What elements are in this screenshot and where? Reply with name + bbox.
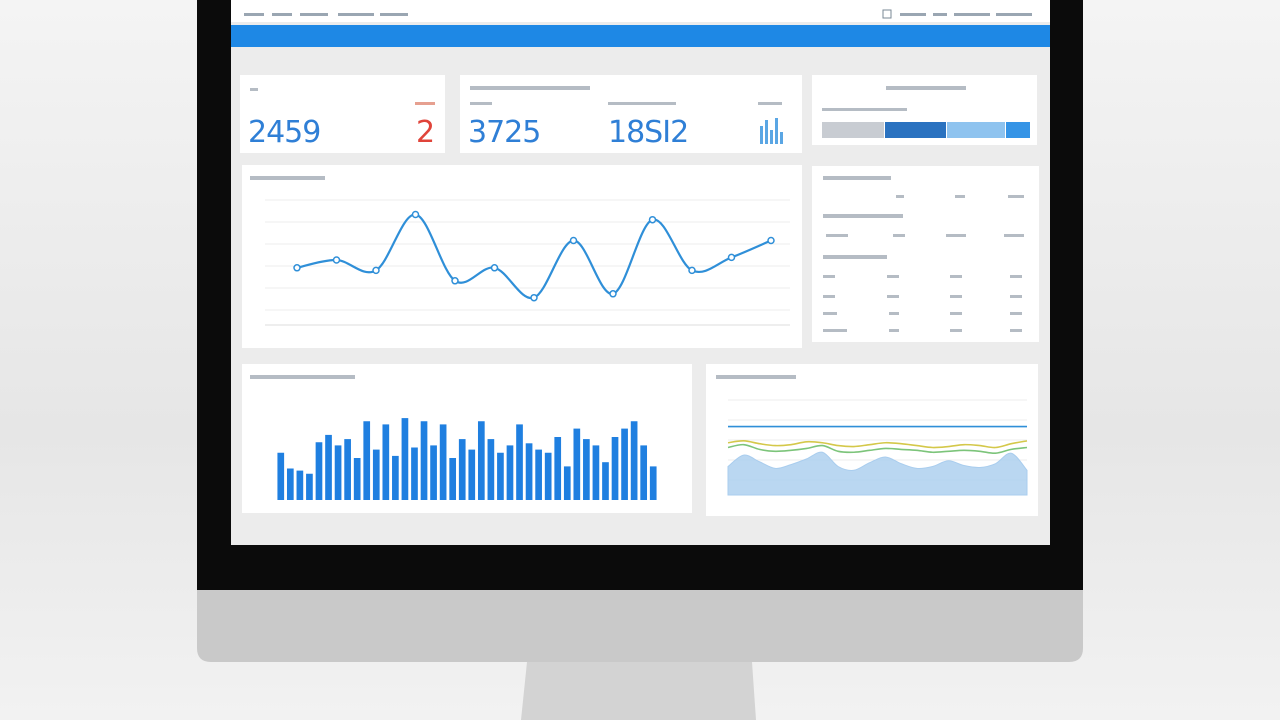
- point: [451, 277, 459, 285]
- bar: [392, 455, 399, 500]
- bar: [573, 428, 581, 500]
- bar: [477, 421, 485, 500]
- bar: [315, 442, 323, 500]
- label-smudges: [250, 86, 1024, 379]
- line: [727, 443, 1028, 455]
- bar: [640, 445, 648, 500]
- point: [490, 264, 499, 272]
- point: [648, 215, 657, 224]
- line: [727, 440, 1028, 449]
- bar: [411, 447, 418, 500]
- kpi-value: 18SI2: [608, 115, 688, 150]
- area: [727, 451, 1028, 496]
- stand: [521, 662, 756, 720]
- bar: [468, 449, 476, 500]
- kpi-value: 2: [416, 115, 434, 150]
- bar: [286, 468, 294, 500]
- bar: [649, 466, 657, 500]
- nav-items: [244, 9, 1032, 19]
- point: [530, 293, 538, 302]
- bar: [621, 428, 628, 500]
- blue-bar: [231, 25, 1050, 47]
- kpi-value: 3725: [468, 115, 540, 150]
- bar: [592, 445, 600, 500]
- bar: [401, 418, 409, 500]
- bar: [430, 445, 437, 500]
- bar: [525, 443, 533, 500]
- bar: [497, 452, 504, 500]
- top-nav: [231, 0, 1050, 22]
- grid: [265, 199, 1027, 496]
- bar: [449, 458, 457, 500]
- bar: [277, 452, 285, 500]
- bar: [353, 458, 361, 500]
- bar: [344, 439, 351, 500]
- bar: [334, 445, 342, 500]
- point: [372, 266, 380, 275]
- bar: [506, 445, 514, 500]
- bar: [516, 424, 523, 500]
- kpi-value: 2459: [248, 115, 320, 150]
- point: [293, 264, 301, 272]
- bar: [296, 470, 304, 500]
- bar: [535, 449, 542, 500]
- mini-bars: [760, 118, 783, 144]
- bar: [563, 466, 571, 500]
- bar: [363, 421, 371, 500]
- point: [727, 253, 736, 262]
- point: [569, 236, 578, 245]
- bar: [439, 424, 447, 500]
- bar: [382, 424, 390, 500]
- point: [332, 256, 341, 264]
- chin: [197, 590, 1083, 662]
- bar: [420, 421, 428, 500]
- point: [688, 266, 696, 275]
- segment-bar: [822, 122, 1030, 138]
- bar: [306, 473, 313, 500]
- bar: [458, 439, 466, 500]
- bar: [325, 434, 332, 500]
- point: [609, 290, 617, 298]
- bar: [487, 439, 495, 500]
- bar: [630, 421, 638, 500]
- bar: [611, 437, 619, 500]
- bar: [554, 437, 562, 500]
- bar: [544, 452, 552, 500]
- bar: [583, 439, 590, 500]
- bar: [602, 462, 609, 500]
- point: [411, 210, 420, 219]
- point: [767, 236, 775, 245]
- bar: [372, 449, 380, 500]
